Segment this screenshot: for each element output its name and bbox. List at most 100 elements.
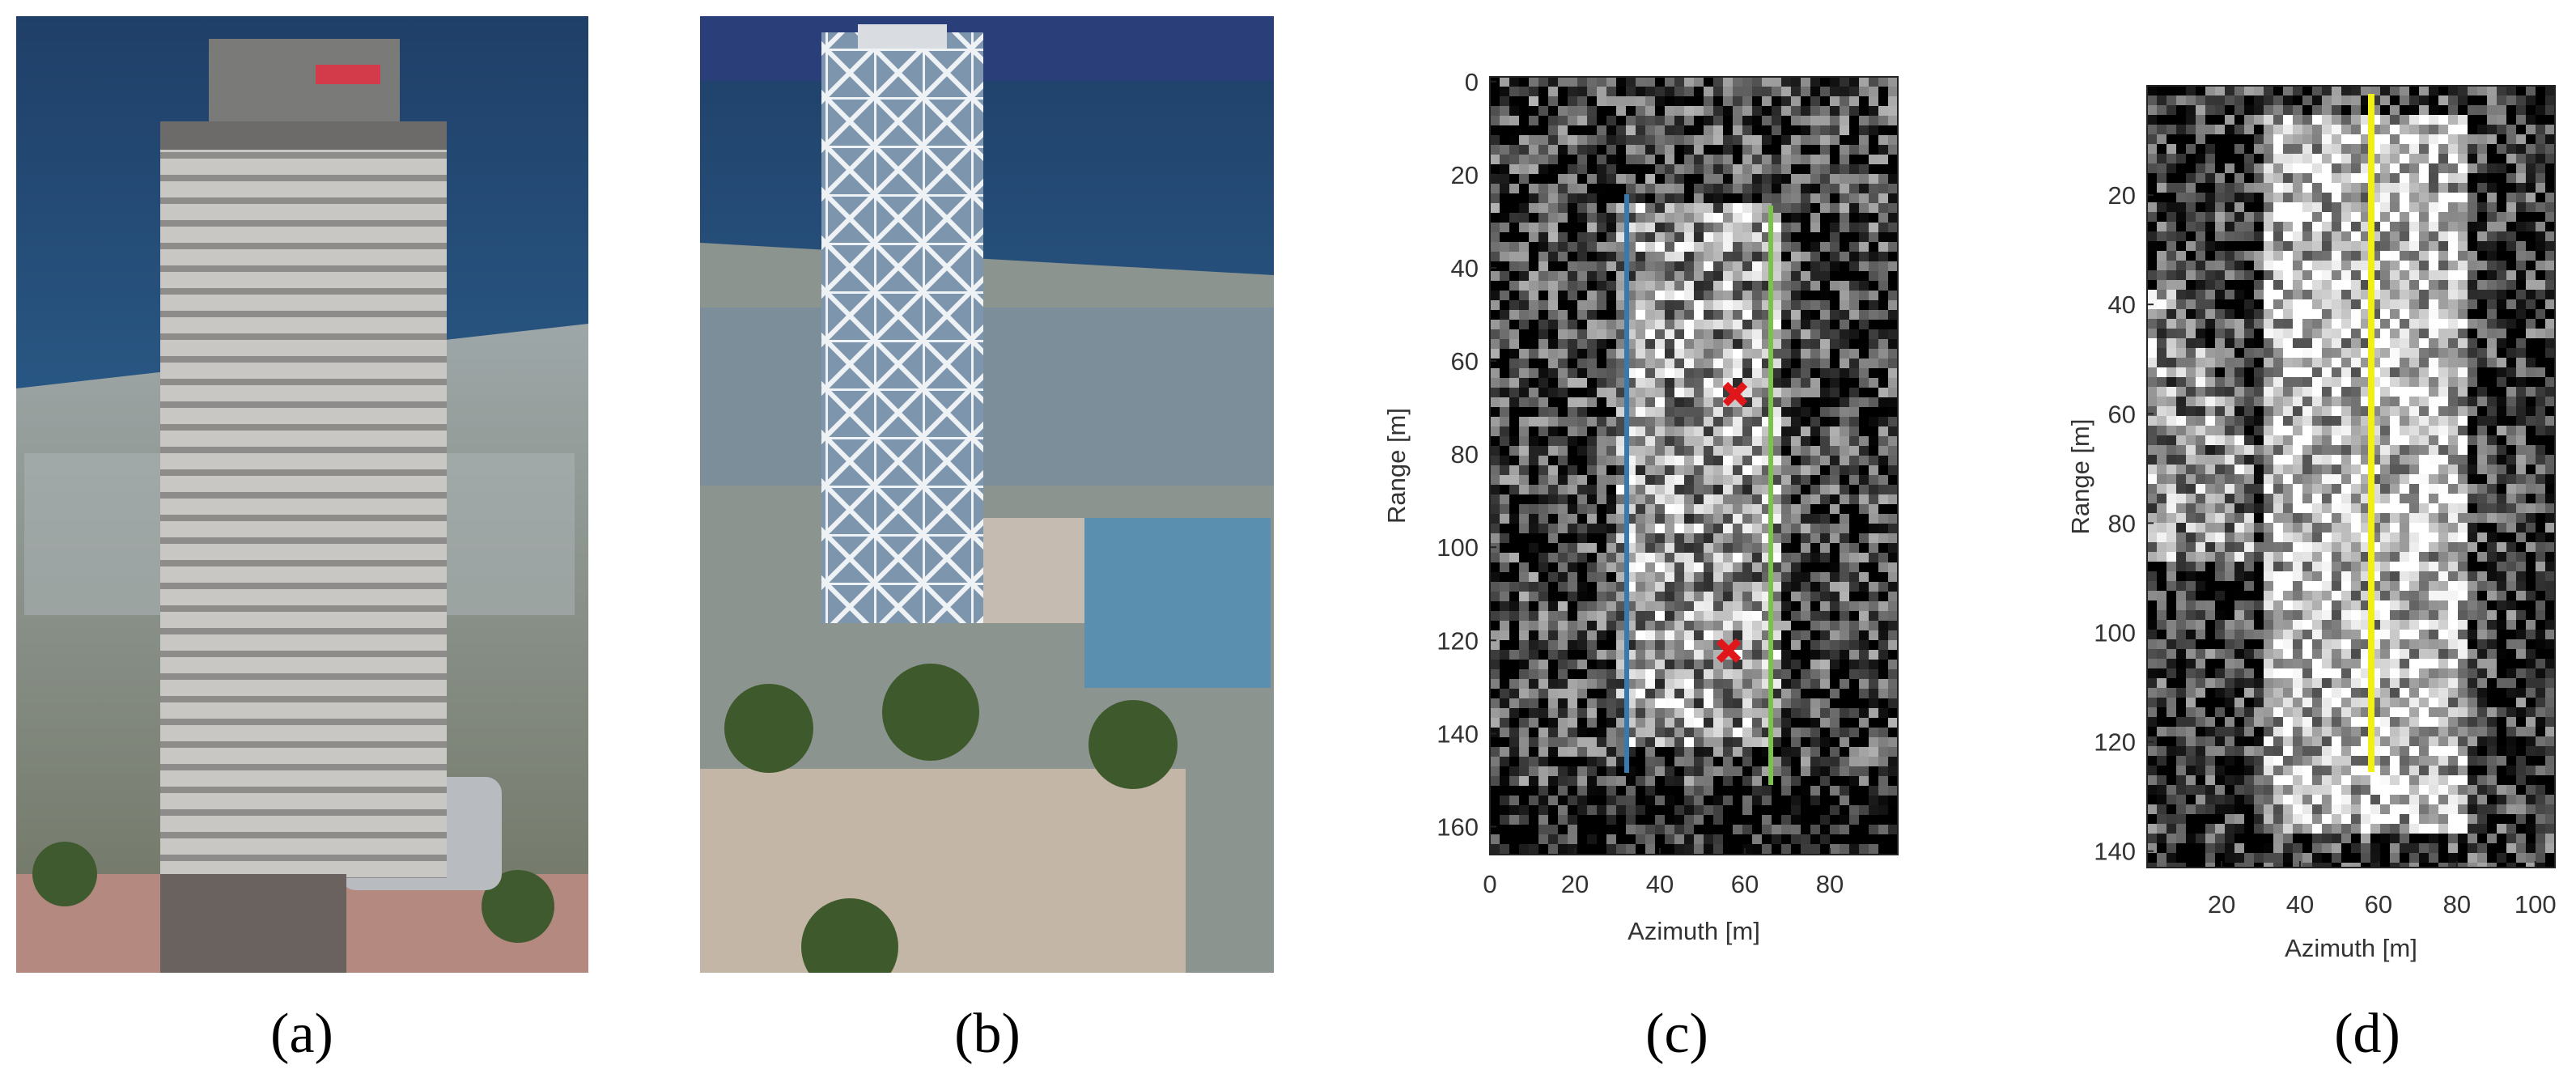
pixel <box>1810 368 1820 378</box>
pixel <box>1859 378 1869 388</box>
pixel <box>2487 367 2497 377</box>
pixel <box>1830 834 1840 844</box>
pixel <box>1830 368 1840 378</box>
pixel <box>2536 377 2545 387</box>
pixel <box>2429 319 2438 329</box>
pixel <box>1636 281 1645 291</box>
pixel <box>2516 309 2526 319</box>
pixel <box>1859 87 1869 96</box>
pixel <box>1791 708 1801 718</box>
pixel <box>1519 543 1529 553</box>
pixel <box>1840 397 1849 407</box>
pixel <box>2273 426 2283 435</box>
pixel <box>1733 757 1742 766</box>
pixel <box>1791 640 1801 650</box>
pixel <box>1888 242 1898 252</box>
pixel <box>1665 834 1674 844</box>
pixel <box>2196 193 2205 202</box>
pixel <box>1655 611 1665 621</box>
pixel <box>1840 543 1849 553</box>
pixel <box>1694 446 1704 456</box>
pixel <box>2516 173 2526 183</box>
pixel <box>2157 397 2166 406</box>
pixel <box>1665 621 1674 630</box>
pixel <box>1655 300 1665 310</box>
pixel <box>1869 660 1878 669</box>
pixel <box>1568 436 1577 446</box>
pixel <box>1801 553 1810 562</box>
pixel <box>1606 213 1616 223</box>
pixel <box>1577 329 1587 339</box>
pixel <box>1548 475 1558 485</box>
pixel <box>2429 86 2438 95</box>
pixel <box>1529 737 1538 747</box>
pixel <box>1849 339 1859 349</box>
pixel <box>1772 660 1781 669</box>
pixel <box>1849 164 1859 174</box>
pixel <box>1674 193 1684 203</box>
pixel <box>1548 320 1558 329</box>
pixel <box>2234 358 2244 367</box>
pixel <box>1587 359 1597 368</box>
pixel <box>1878 562 1888 572</box>
pixel <box>2468 105 2477 115</box>
pixel <box>1655 436 1665 446</box>
pixel <box>2497 163 2506 173</box>
pixel <box>1606 135 1616 145</box>
pixel <box>1733 426 1742 436</box>
pixel <box>2302 125 2312 134</box>
pixel <box>1529 553 1538 562</box>
pixel <box>1519 320 1529 329</box>
pixel <box>1568 213 1577 223</box>
pixel <box>1587 805 1597 815</box>
pixel <box>1869 766 1878 776</box>
pixel <box>1878 116 1888 125</box>
pixel <box>1538 329 1548 339</box>
pixel <box>2254 163 2264 173</box>
pixel <box>1742 844 1752 854</box>
pixel <box>1606 329 1616 339</box>
pixel <box>1733 611 1742 621</box>
pixel <box>1655 193 1665 203</box>
pixel <box>1568 155 1577 164</box>
pixel <box>1888 494 1898 504</box>
pixel <box>2506 183 2516 193</box>
pixel <box>1597 271 1606 281</box>
pixel <box>1859 339 1869 349</box>
pixel <box>1674 786 1684 796</box>
pixel <box>1704 125 1713 135</box>
pixel <box>1616 193 1626 203</box>
pixel <box>2157 348 2166 358</box>
pixel <box>2438 397 2448 406</box>
pixel <box>1713 485 1723 494</box>
pixel <box>1791 271 1801 281</box>
pixel <box>1490 630 1500 640</box>
pixel <box>2254 154 2264 163</box>
pixel <box>1538 640 1548 650</box>
pixel <box>1490 844 1500 854</box>
pixel <box>2244 416 2254 426</box>
pixel <box>2157 212 2166 222</box>
pixel <box>2332 426 2341 435</box>
pixel <box>2186 329 2196 338</box>
pixel <box>1810 650 1820 660</box>
pixel <box>1791 359 1801 368</box>
pixel <box>2545 435 2555 445</box>
pixel <box>1849 87 1859 96</box>
pixel <box>1500 747 1509 757</box>
pixel <box>2293 280 2302 290</box>
pixel <box>1577 193 1587 203</box>
pixel <box>2400 426 2409 435</box>
pixel <box>2196 212 2205 222</box>
pixel <box>1820 203 1830 213</box>
pixel <box>1801 679 1810 689</box>
pixel <box>1587 553 1597 562</box>
pixel <box>1752 776 1762 786</box>
pixel <box>1645 213 1655 223</box>
pixel <box>2458 202 2468 212</box>
pixel <box>2526 144 2536 154</box>
pixel <box>2254 173 2264 183</box>
pixel <box>1519 252 1529 261</box>
pixel <box>1509 77 1519 87</box>
pixel <box>1538 242 1548 252</box>
